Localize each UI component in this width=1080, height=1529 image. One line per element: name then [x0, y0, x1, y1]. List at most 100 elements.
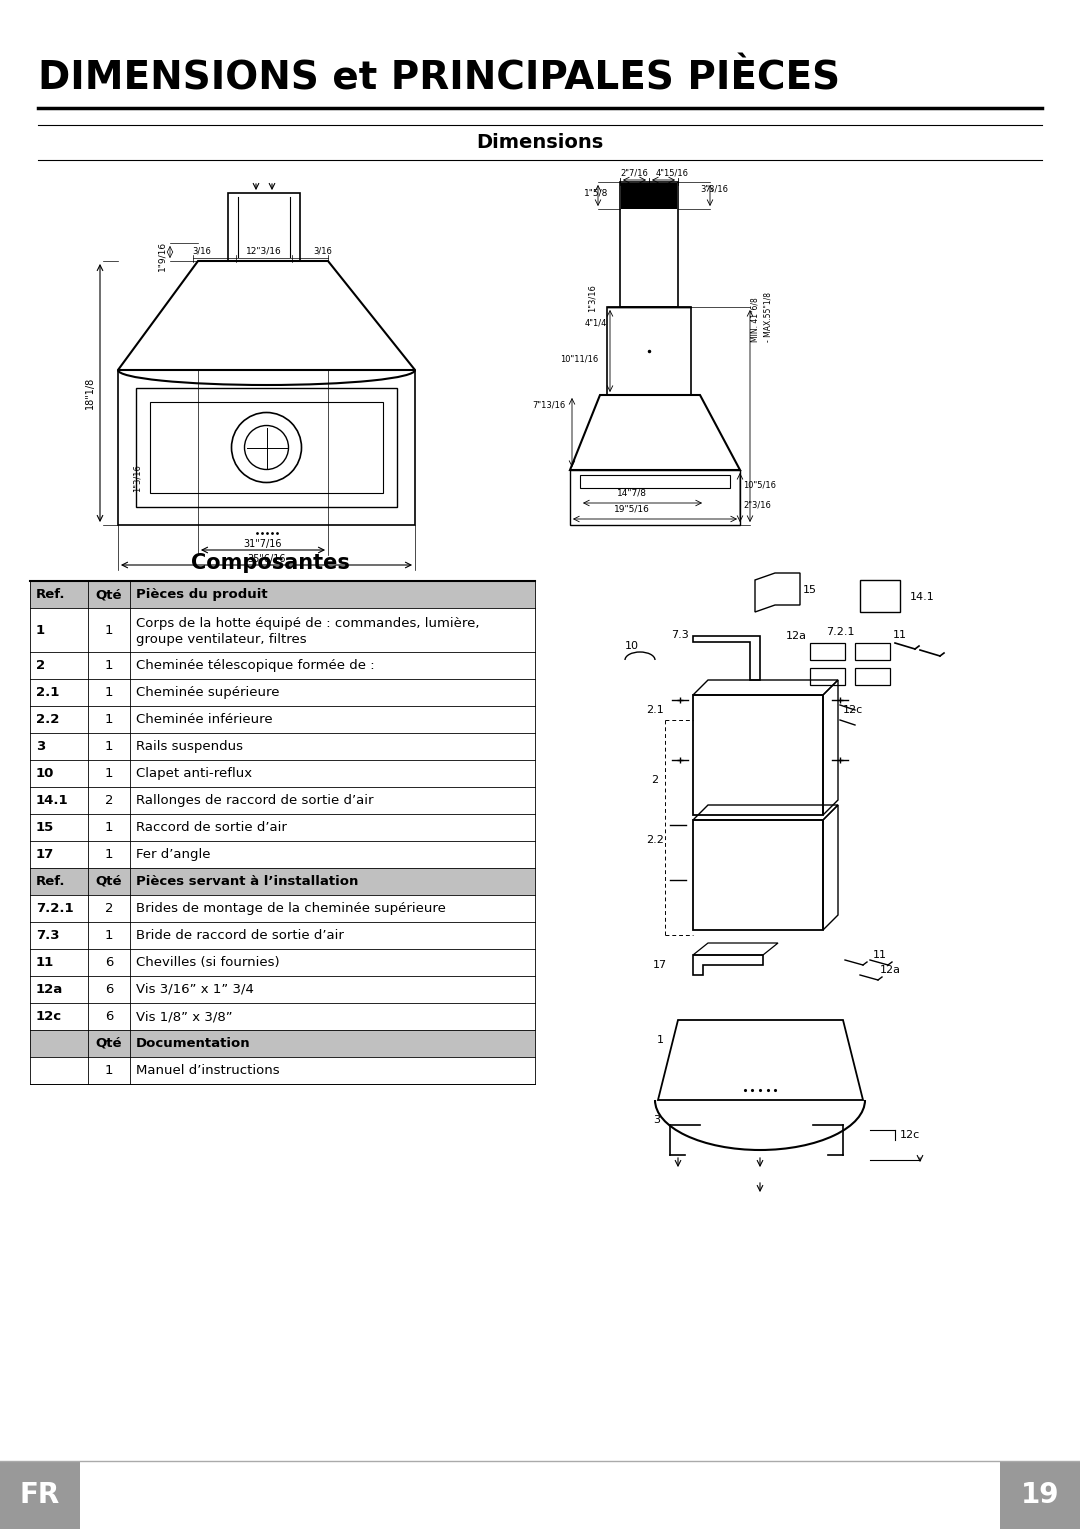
Text: 1: 1	[105, 930, 113, 942]
Text: 6: 6	[105, 1011, 113, 1023]
Bar	[30, 894, 535, 922]
Text: 12c: 12c	[843, 705, 863, 716]
Text: 12c: 12c	[36, 1011, 63, 1023]
Text: Bride de raccord de sortie d’air: Bride de raccord de sortie d’air	[136, 930, 343, 942]
Text: 1: 1	[105, 849, 113, 861]
Text: 3: 3	[653, 1115, 661, 1125]
Text: 17: 17	[36, 849, 54, 861]
Text: 3"3/16: 3"3/16	[700, 185, 728, 194]
Text: 15: 15	[804, 586, 816, 595]
Text: groupe ventilateur, filtres: groupe ventilateur, filtres	[136, 633, 307, 647]
Text: 3: 3	[36, 740, 45, 752]
Text: Documentation: Documentation	[136, 1037, 251, 1050]
Bar	[30, 787, 535, 813]
Bar	[30, 922, 535, 950]
Text: 10"11/16: 10"11/16	[559, 355, 598, 364]
Text: 1: 1	[657, 1035, 663, 1044]
Bar	[30, 868, 535, 894]
Bar	[30, 950, 535, 976]
Text: 2.1: 2.1	[646, 705, 664, 716]
Text: 2: 2	[105, 902, 113, 914]
Text: 12a: 12a	[880, 965, 901, 976]
Text: 4"15/16: 4"15/16	[656, 168, 689, 177]
Text: 12c: 12c	[900, 1130, 920, 1141]
Text: Clapet anti-reflux: Clapet anti-reflux	[136, 768, 252, 780]
Text: 1: 1	[105, 624, 113, 636]
Text: 2.2: 2.2	[36, 713, 59, 726]
Text: 10"5/16: 10"5/16	[743, 480, 777, 489]
Text: 12a: 12a	[36, 983, 64, 995]
Text: 12"3/16: 12"3/16	[246, 246, 282, 255]
Bar	[30, 760, 535, 787]
Text: 7.3: 7.3	[671, 630, 689, 641]
Text: 1: 1	[105, 659, 113, 673]
Bar	[30, 581, 535, 609]
Bar	[30, 1057, 535, 1084]
Text: 1: 1	[105, 740, 113, 752]
Text: 2"7/16: 2"7/16	[620, 168, 648, 177]
Text: 1: 1	[105, 713, 113, 726]
Text: 11: 11	[893, 630, 907, 641]
Text: Vis 1/8” x 3/8”: Vis 1/8” x 3/8”	[136, 1011, 232, 1023]
Text: Chevilles (si fournies): Chevilles (si fournies)	[136, 956, 280, 969]
Bar	[30, 841, 535, 868]
Text: Rallonges de raccord de sortie d’air: Rallonges de raccord de sortie d’air	[136, 794, 374, 807]
Text: 11: 11	[36, 956, 54, 969]
Text: Dimensions: Dimensions	[476, 133, 604, 151]
Text: 1: 1	[36, 624, 45, 636]
Text: Brides de montage de la cheminée supérieure: Brides de montage de la cheminée supérie…	[136, 902, 446, 914]
Text: Corps de la hotte équipé de : commandes, lumière,: Corps de la hotte équipé de : commandes,…	[136, 616, 480, 630]
Text: 7.2.1: 7.2.1	[826, 627, 854, 638]
Bar	[30, 706, 535, 732]
Text: Qté: Qté	[96, 1037, 122, 1050]
Bar	[30, 976, 535, 1003]
Text: 1: 1	[105, 821, 113, 833]
Text: 17: 17	[653, 960, 667, 969]
Text: Composantes: Composantes	[190, 553, 350, 573]
Text: FR: FR	[19, 1482, 60, 1509]
Text: 4"1/4: 4"1/4	[584, 318, 607, 327]
Text: 2.2: 2.2	[646, 835, 664, 846]
Text: Cheminée supérieure: Cheminée supérieure	[136, 687, 280, 699]
Text: 18"1/8: 18"1/8	[85, 376, 95, 410]
Text: Pièces du produit: Pièces du produit	[136, 589, 268, 601]
Bar	[30, 1003, 535, 1031]
Text: 3/16: 3/16	[313, 246, 333, 255]
Text: Rails suspendus: Rails suspendus	[136, 740, 243, 752]
Text: 1"5/8: 1"5/8	[584, 190, 608, 197]
Bar	[30, 651, 535, 679]
Text: Cheminée inférieure: Cheminée inférieure	[136, 713, 272, 726]
Text: Cheminée télescopique formée de :: Cheminée télescopique formée de :	[136, 659, 375, 673]
Text: 1: 1	[105, 687, 113, 699]
Text: Ref.: Ref.	[36, 875, 66, 888]
Text: 1"3/16: 1"3/16	[133, 465, 141, 492]
Text: 31"7/16: 31"7/16	[244, 540, 282, 549]
Text: 1"3/16: 1"3/16	[588, 284, 597, 312]
Text: - MAX.55"1/8: - MAX.55"1/8	[764, 292, 772, 342]
Text: 7.2.1: 7.2.1	[36, 902, 73, 914]
Bar	[30, 609, 535, 651]
Text: 6: 6	[105, 956, 113, 969]
Text: Pièces servant à l’installation: Pièces servant à l’installation	[136, 875, 359, 888]
Bar	[0, 1462, 80, 1529]
Text: 14.1: 14.1	[910, 592, 935, 602]
Text: 2.1: 2.1	[36, 687, 59, 699]
Text: 2: 2	[105, 794, 113, 807]
Bar	[1000, 1462, 1080, 1529]
Text: Raccord de sortie d’air: Raccord de sortie d’air	[136, 821, 287, 833]
Text: 15: 15	[36, 821, 54, 833]
Text: Ref.: Ref.	[36, 589, 66, 601]
Text: 7.3: 7.3	[36, 930, 59, 942]
Text: 11: 11	[873, 950, 887, 960]
Bar	[30, 679, 535, 706]
Text: Fer d’angle: Fer d’angle	[136, 849, 211, 861]
Text: 6: 6	[105, 983, 113, 995]
Text: 19"5/16: 19"5/16	[615, 505, 650, 514]
Bar	[30, 732, 535, 760]
Text: 2: 2	[651, 775, 659, 784]
Text: 1"9/16: 1"9/16	[158, 242, 166, 271]
Text: 19: 19	[1021, 1482, 1059, 1509]
Text: 10: 10	[625, 641, 639, 651]
Text: Qté: Qté	[96, 589, 122, 601]
Text: Manuel d’instructions: Manuel d’instructions	[136, 1064, 280, 1076]
